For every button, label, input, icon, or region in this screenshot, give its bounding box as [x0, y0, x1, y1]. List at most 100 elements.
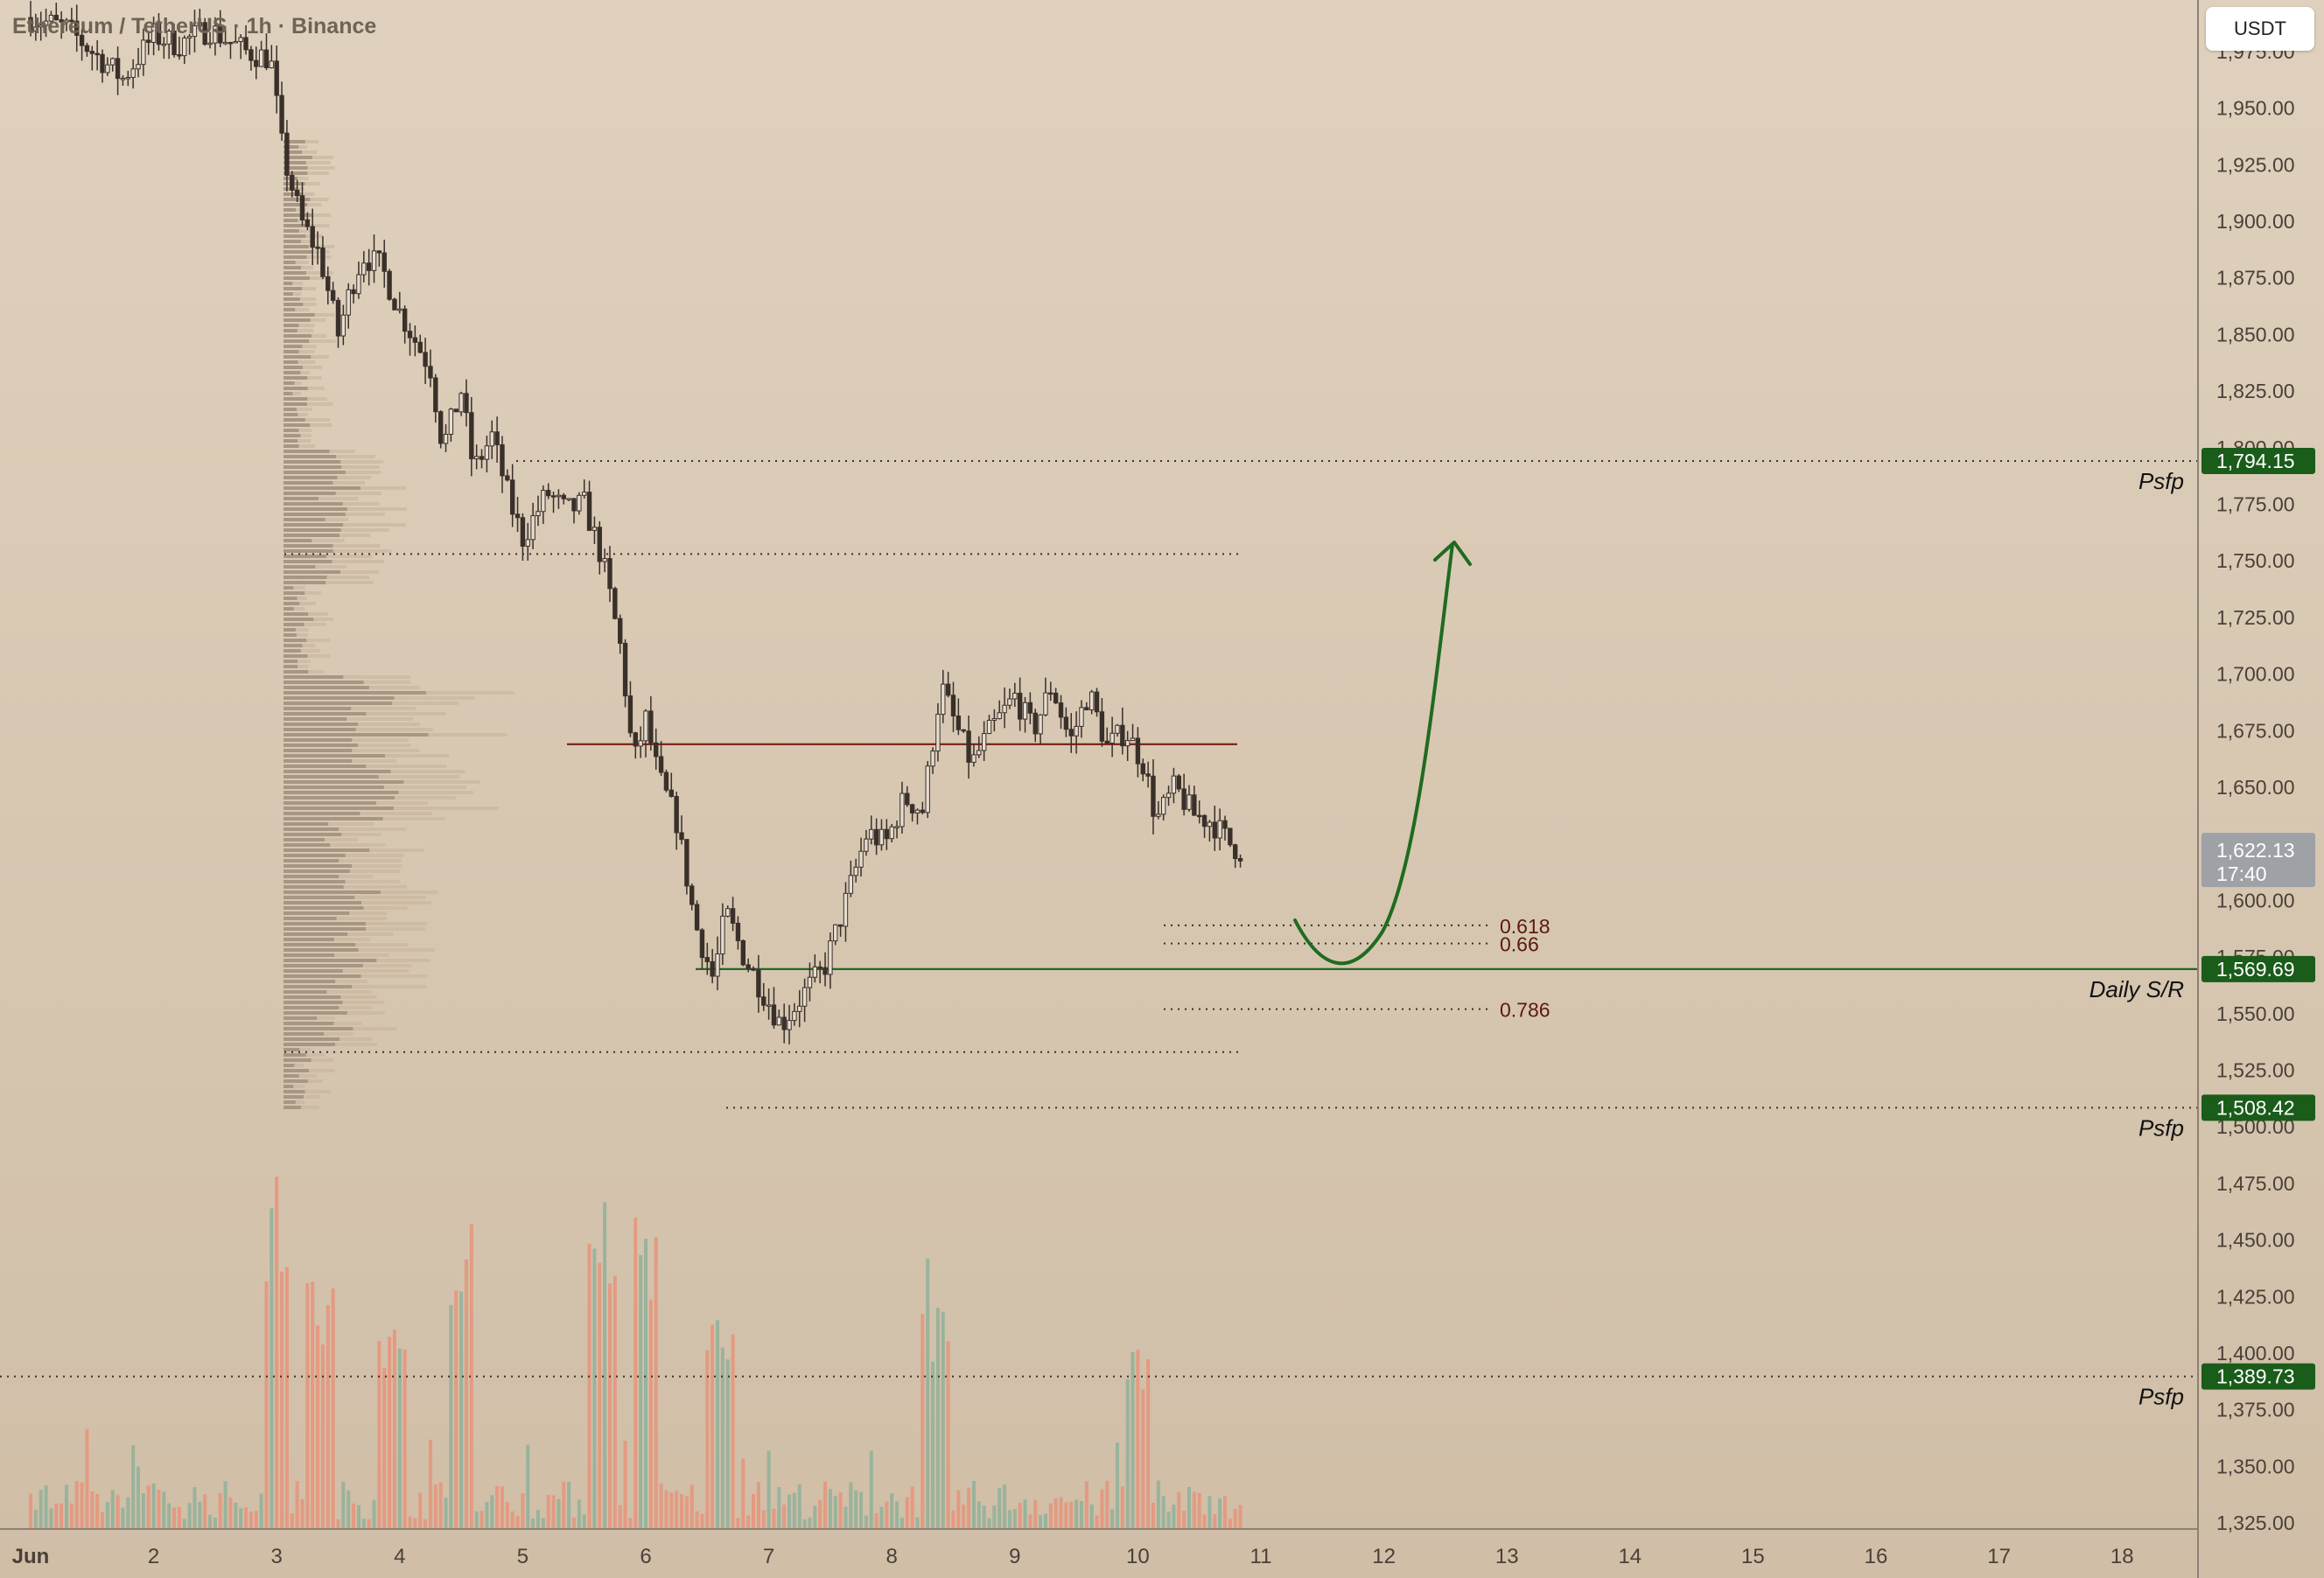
profile-bar-value — [284, 408, 297, 411]
volume-bar — [485, 1501, 489, 1528]
volume-bar — [392, 1329, 396, 1528]
volume-bar — [264, 1281, 269, 1528]
candle-body — [1237, 858, 1243, 862]
profile-bar — [284, 728, 433, 731]
profile-bar-value — [284, 460, 341, 464]
candle-body — [725, 908, 731, 917]
volume-bar — [716, 1320, 720, 1528]
candle-body — [873, 828, 879, 846]
profile-bar-value — [284, 570, 340, 574]
profile-bar — [284, 990, 372, 994]
candle-body — [663, 772, 669, 791]
volume-bar — [536, 1510, 540, 1528]
currency-unit-button[interactable]: USDT — [2206, 7, 2314, 51]
volume-bar — [474, 1511, 479, 1528]
profile-bar — [284, 166, 335, 170]
volume-bar — [1238, 1505, 1242, 1528]
profile-bar — [284, 581, 374, 584]
volume-bar — [551, 1495, 556, 1528]
profile-bar-value — [284, 985, 353, 988]
volume-bar — [1048, 1503, 1053, 1528]
price-tick-label: 1,750.00 — [2216, 549, 2295, 572]
candle-body — [889, 826, 894, 840]
candle-body — [254, 59, 259, 67]
profile-bar-value — [284, 376, 308, 380]
profile-bar — [284, 408, 312, 411]
profile-bar-value — [284, 791, 399, 794]
daily-sr-label: Daily S/R — [2090, 976, 2184, 1002]
volume-bar — [141, 1492, 145, 1528]
profile-bar-value — [284, 203, 308, 206]
profile-bar-value — [284, 780, 404, 784]
volume-bar — [900, 1517, 904, 1528]
volume-bar — [187, 1503, 192, 1528]
candle-body — [1124, 740, 1130, 747]
candle-body — [956, 716, 962, 730]
candle-body — [166, 31, 172, 45]
profile-bar-value — [284, 901, 361, 904]
candle-body — [1212, 821, 1217, 839]
profile-bar — [284, 360, 316, 364]
candle-body — [976, 750, 982, 756]
volume-bar — [648, 1299, 653, 1528]
psfp-mid-tag-bg — [2202, 1094, 2315, 1121]
candle-body — [787, 1020, 792, 1030]
profile-bar-value — [284, 418, 305, 422]
profile-bar-value — [284, 607, 294, 611]
candle-body — [89, 51, 94, 54]
candle-body — [894, 826, 900, 828]
volume-bar — [270, 1208, 274, 1528]
volume-bar — [838, 1492, 843, 1528]
volume-bar — [1003, 1484, 1007, 1528]
profile-bar — [284, 555, 373, 558]
volume-bar — [951, 1510, 956, 1528]
volume-bar — [1125, 1379, 1130, 1528]
profile-bar-value — [284, 854, 346, 857]
volume-bar — [85, 1428, 89, 1528]
profile-bar-value — [284, 733, 429, 737]
candle-body — [541, 490, 546, 513]
profile-bar-value — [284, 995, 341, 999]
profile-bar-value — [284, 660, 298, 663]
profile-bar — [284, 885, 408, 889]
volume-bar — [998, 1488, 1002, 1528]
volume-bar — [361, 1519, 366, 1528]
candle-body — [930, 751, 935, 767]
profile-bar-value — [284, 250, 313, 254]
profile-bar-value — [284, 618, 314, 621]
volume-bar — [541, 1518, 545, 1528]
profile-bar-value — [284, 990, 327, 994]
profile-bar-value — [284, 171, 308, 175]
volume-bar — [828, 1489, 832, 1528]
candle-body — [146, 39, 151, 43]
volume-bar — [1151, 1503, 1155, 1528]
candle-body — [807, 976, 813, 988]
profile-bar — [284, 161, 331, 164]
profile-bar-value — [284, 911, 350, 915]
volume-bar — [618, 1505, 622, 1528]
candle-body — [853, 866, 858, 876]
profile-bar-value — [284, 392, 293, 395]
candle-body — [561, 494, 566, 499]
volume-bar — [931, 1361, 935, 1528]
profile-bar-value — [284, 665, 298, 668]
profile-bar-value — [284, 644, 303, 647]
candle-body — [84, 45, 90, 52]
volume-bar — [1208, 1496, 1212, 1528]
candle-body — [514, 513, 521, 519]
profile-bar-value — [284, 518, 326, 521]
profile-bar — [284, 1069, 335, 1072]
profile-bar-value — [284, 1090, 305, 1093]
candle-body — [125, 76, 131, 80]
profile-bar-value — [284, 822, 329, 826]
profile-bar-value — [284, 775, 379, 779]
profile-bar-value — [284, 497, 318, 500]
candle-body — [1115, 724, 1120, 734]
profile-bar — [284, 985, 427, 988]
volume-bar — [982, 1505, 986, 1528]
candle-body — [423, 352, 428, 367]
profile-bar-value — [284, 1085, 294, 1088]
candle-body — [509, 479, 515, 515]
candle-body — [925, 765, 930, 813]
